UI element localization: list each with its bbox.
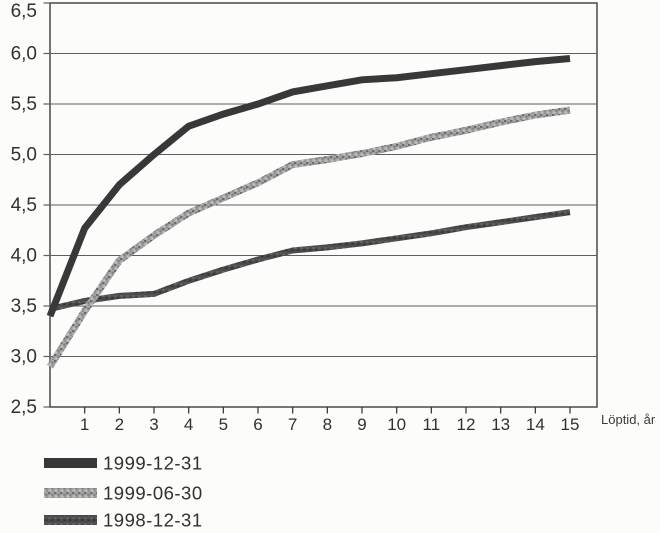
y-tick-label: 3,0 [11, 347, 37, 368]
x-tick-label: 12 [457, 415, 476, 434]
x-tick-label: 7 [288, 415, 297, 434]
y-tick-label: 4,5 [11, 195, 37, 216]
x-tick-label: 13 [491, 415, 510, 434]
x-tick-label: 4 [184, 415, 193, 434]
legend-label-1999-06-30: 1999-06-30 [103, 483, 203, 504]
x-tick-label: 6 [253, 415, 262, 434]
x-axis-ticks [84, 407, 571, 414]
series-line-1999-12-31 [46, 55, 571, 318]
y-tick-label: 2,5 [11, 397, 37, 418]
x-tick-label: 10 [387, 415, 406, 434]
y-tick-label: 6,5 [11, 1, 37, 22]
gridlines [50, 53, 597, 357]
x-axis-title: Löptid, år [601, 412, 656, 427]
x-tick-label: 8 [323, 415, 332, 434]
y-tick-label: 3,5 [11, 296, 37, 317]
x-tick-label: 15 [561, 415, 580, 434]
x-tick-label: 5 [219, 415, 228, 434]
y-axis-labels: 6,5 6,0 5,5 5,0 4,5 4,0 3,5 3,0 2,5 [11, 1, 37, 418]
y-tick-label: 6,0 [11, 44, 37, 65]
y-tick-label: 5,5 [11, 94, 37, 115]
x-tick-label: 1 [80, 415, 89, 434]
x-tick-label: 14 [526, 415, 545, 434]
y-tick-label: 4,0 [11, 246, 37, 267]
legend-label-1998-12-31: 1998-12-31 [103, 510, 203, 531]
x-tick-label: 11 [423, 415, 441, 434]
series-line-1998-12-31 [49, 209, 571, 312]
series-lines [46, 55, 571, 369]
y-axis-ticks [43, 2, 50, 408]
x-tick-label: 9 [357, 415, 366, 434]
y-tick-label: 5,0 [11, 145, 37, 166]
x-axis-labels: 1 2 3 4 5 6 7 8 9 10 11 12 13 14 15 [80, 415, 580, 434]
x-tick-label: 3 [149, 415, 158, 434]
x-tick-label: 2 [115, 415, 124, 434]
legend-label-1999-12-31: 1999-12-31 [103, 453, 203, 474]
series-line-1999-06-30 [47, 106, 571, 369]
legend: 1999-12-31 1999-06-30 1998-12-31 [44, 453, 203, 531]
